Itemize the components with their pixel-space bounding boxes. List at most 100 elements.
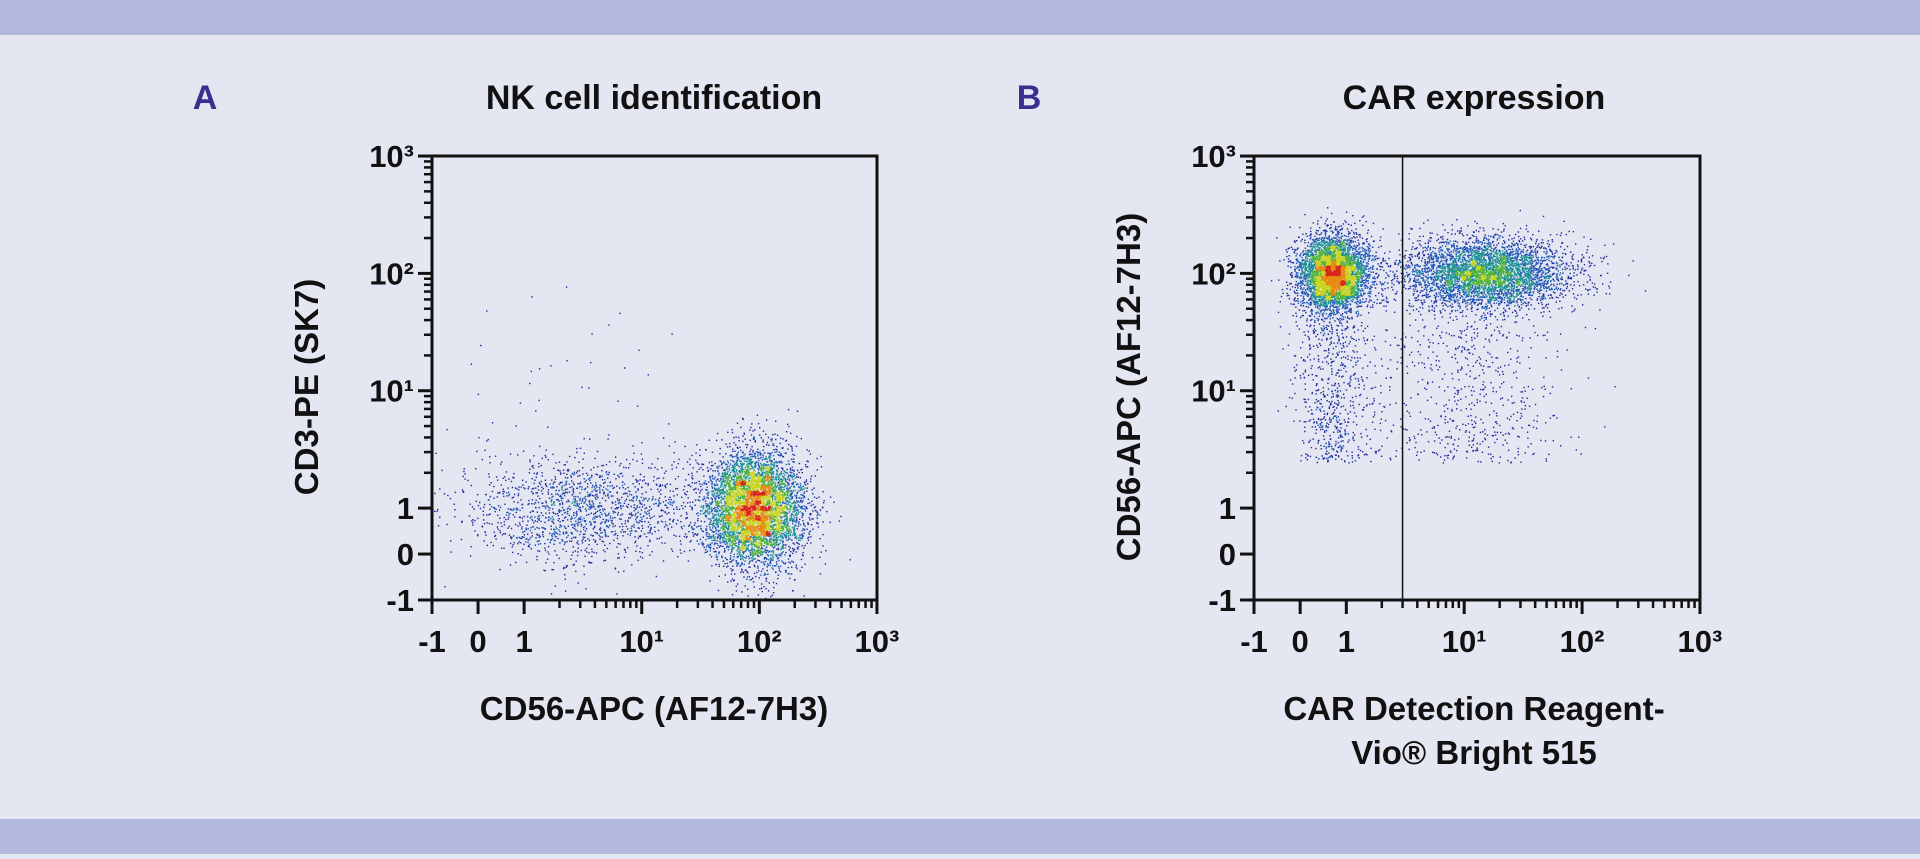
- event-point: [748, 576, 751, 578]
- event-point: [744, 495, 746, 497]
- event-point: [759, 486, 761, 488]
- event-point: [785, 534, 787, 537]
- event-point: [723, 461, 725, 463]
- event-point: [713, 531, 716, 533]
- event-point: [776, 501, 778, 504]
- event-point: [721, 506, 723, 508]
- event-point: [733, 579, 735, 581]
- event-point: [787, 478, 789, 480]
- event-point: [793, 548, 796, 551]
- event-point: [784, 515, 786, 518]
- event-point: [750, 497, 752, 499]
- event-point: [743, 502, 746, 505]
- event-point: [809, 502, 811, 504]
- event-point: [754, 497, 757, 499]
- event-point: [731, 524, 733, 527]
- event-point: [754, 545, 756, 547]
- event-point: [792, 502, 794, 505]
- event-point: [766, 525, 768, 528]
- event-point: [732, 521, 734, 524]
- event-point: [731, 548, 733, 550]
- event-point: [735, 444, 737, 446]
- event-point: [840, 515, 842, 518]
- event-point: [718, 480, 720, 482]
- event-point: [721, 517, 723, 520]
- event-point: [799, 537, 801, 539]
- event-point: [787, 502, 789, 504]
- event-point: [801, 497, 803, 499]
- event-point: [735, 461, 737, 464]
- event-point: [750, 493, 752, 495]
- event-point: [730, 536, 733, 538]
- event-point: [764, 535, 766, 537]
- event-point: [739, 526, 742, 528]
- event-point: [769, 562, 771, 564]
- event-point: [766, 479, 768, 482]
- event-point: [771, 567, 773, 569]
- event-point: [752, 449, 754, 452]
- event-point: [762, 449, 764, 451]
- event-point: [731, 478, 733, 481]
- event-point: [747, 470, 750, 473]
- event-point: [702, 469, 704, 471]
- event-point: [720, 496, 722, 498]
- event-point: [753, 489, 756, 492]
- event-point: [697, 488, 700, 491]
- event-point: [752, 521, 755, 523]
- event-point: [777, 531, 780, 533]
- event-point: [794, 516, 796, 519]
- event-point: [750, 504, 752, 506]
- event-point: [729, 530, 731, 533]
- event-point: [714, 510, 716, 512]
- event-point: [733, 507, 735, 509]
- event-point: [747, 520, 750, 522]
- event-point: [725, 510, 727, 512]
- event-point: [763, 585, 765, 588]
- event-point: [737, 484, 739, 486]
- event-point: [756, 491, 759, 493]
- event-point: [718, 515, 720, 518]
- event-point: [755, 457, 757, 459]
- event-point: [792, 481, 794, 484]
- event-point: [711, 535, 713, 538]
- event-point: [766, 518, 768, 520]
- event-point: [721, 556, 723, 559]
- event-point: [746, 535, 748, 538]
- event-point: [822, 521, 824, 523]
- event-point: [755, 575, 757, 578]
- event-point: [833, 501, 835, 503]
- event-point: [760, 514, 762, 517]
- event-point: [759, 427, 761, 429]
- event-point: [714, 497, 716, 499]
- event-point: [742, 463, 744, 466]
- event-point: [733, 461, 735, 463]
- event-point: [775, 503, 777, 505]
- event-point: [723, 548, 726, 550]
- event-point: [707, 537, 710, 540]
- event-point: [734, 491, 736, 493]
- event-point: [797, 476, 799, 478]
- event-point: [782, 472, 785, 475]
- x-axis-label-a: CD56-APC (AF12-7H3): [480, 690, 828, 727]
- event-point: [764, 498, 766, 501]
- event-point: [739, 446, 741, 449]
- event-point: [786, 513, 789, 515]
- event-point: [757, 514, 759, 516]
- event-point: [754, 452, 756, 454]
- event-point: [723, 526, 726, 528]
- event-point: [720, 499, 722, 501]
- event-point: [760, 542, 762, 544]
- event-point: [745, 509, 747, 511]
- event-point: [737, 474, 739, 476]
- event-point: [766, 512, 769, 514]
- event-point: [724, 533, 726, 535]
- event-point: [796, 528, 798, 530]
- event-point: [747, 490, 749, 492]
- event-point: [734, 499, 737, 501]
- event-point: [756, 483, 758, 486]
- event-point: [749, 529, 752, 532]
- event-point: [763, 512, 765, 514]
- event-point: [740, 449, 742, 452]
- event-point: [745, 540, 747, 542]
- event-point: [815, 509, 817, 512]
